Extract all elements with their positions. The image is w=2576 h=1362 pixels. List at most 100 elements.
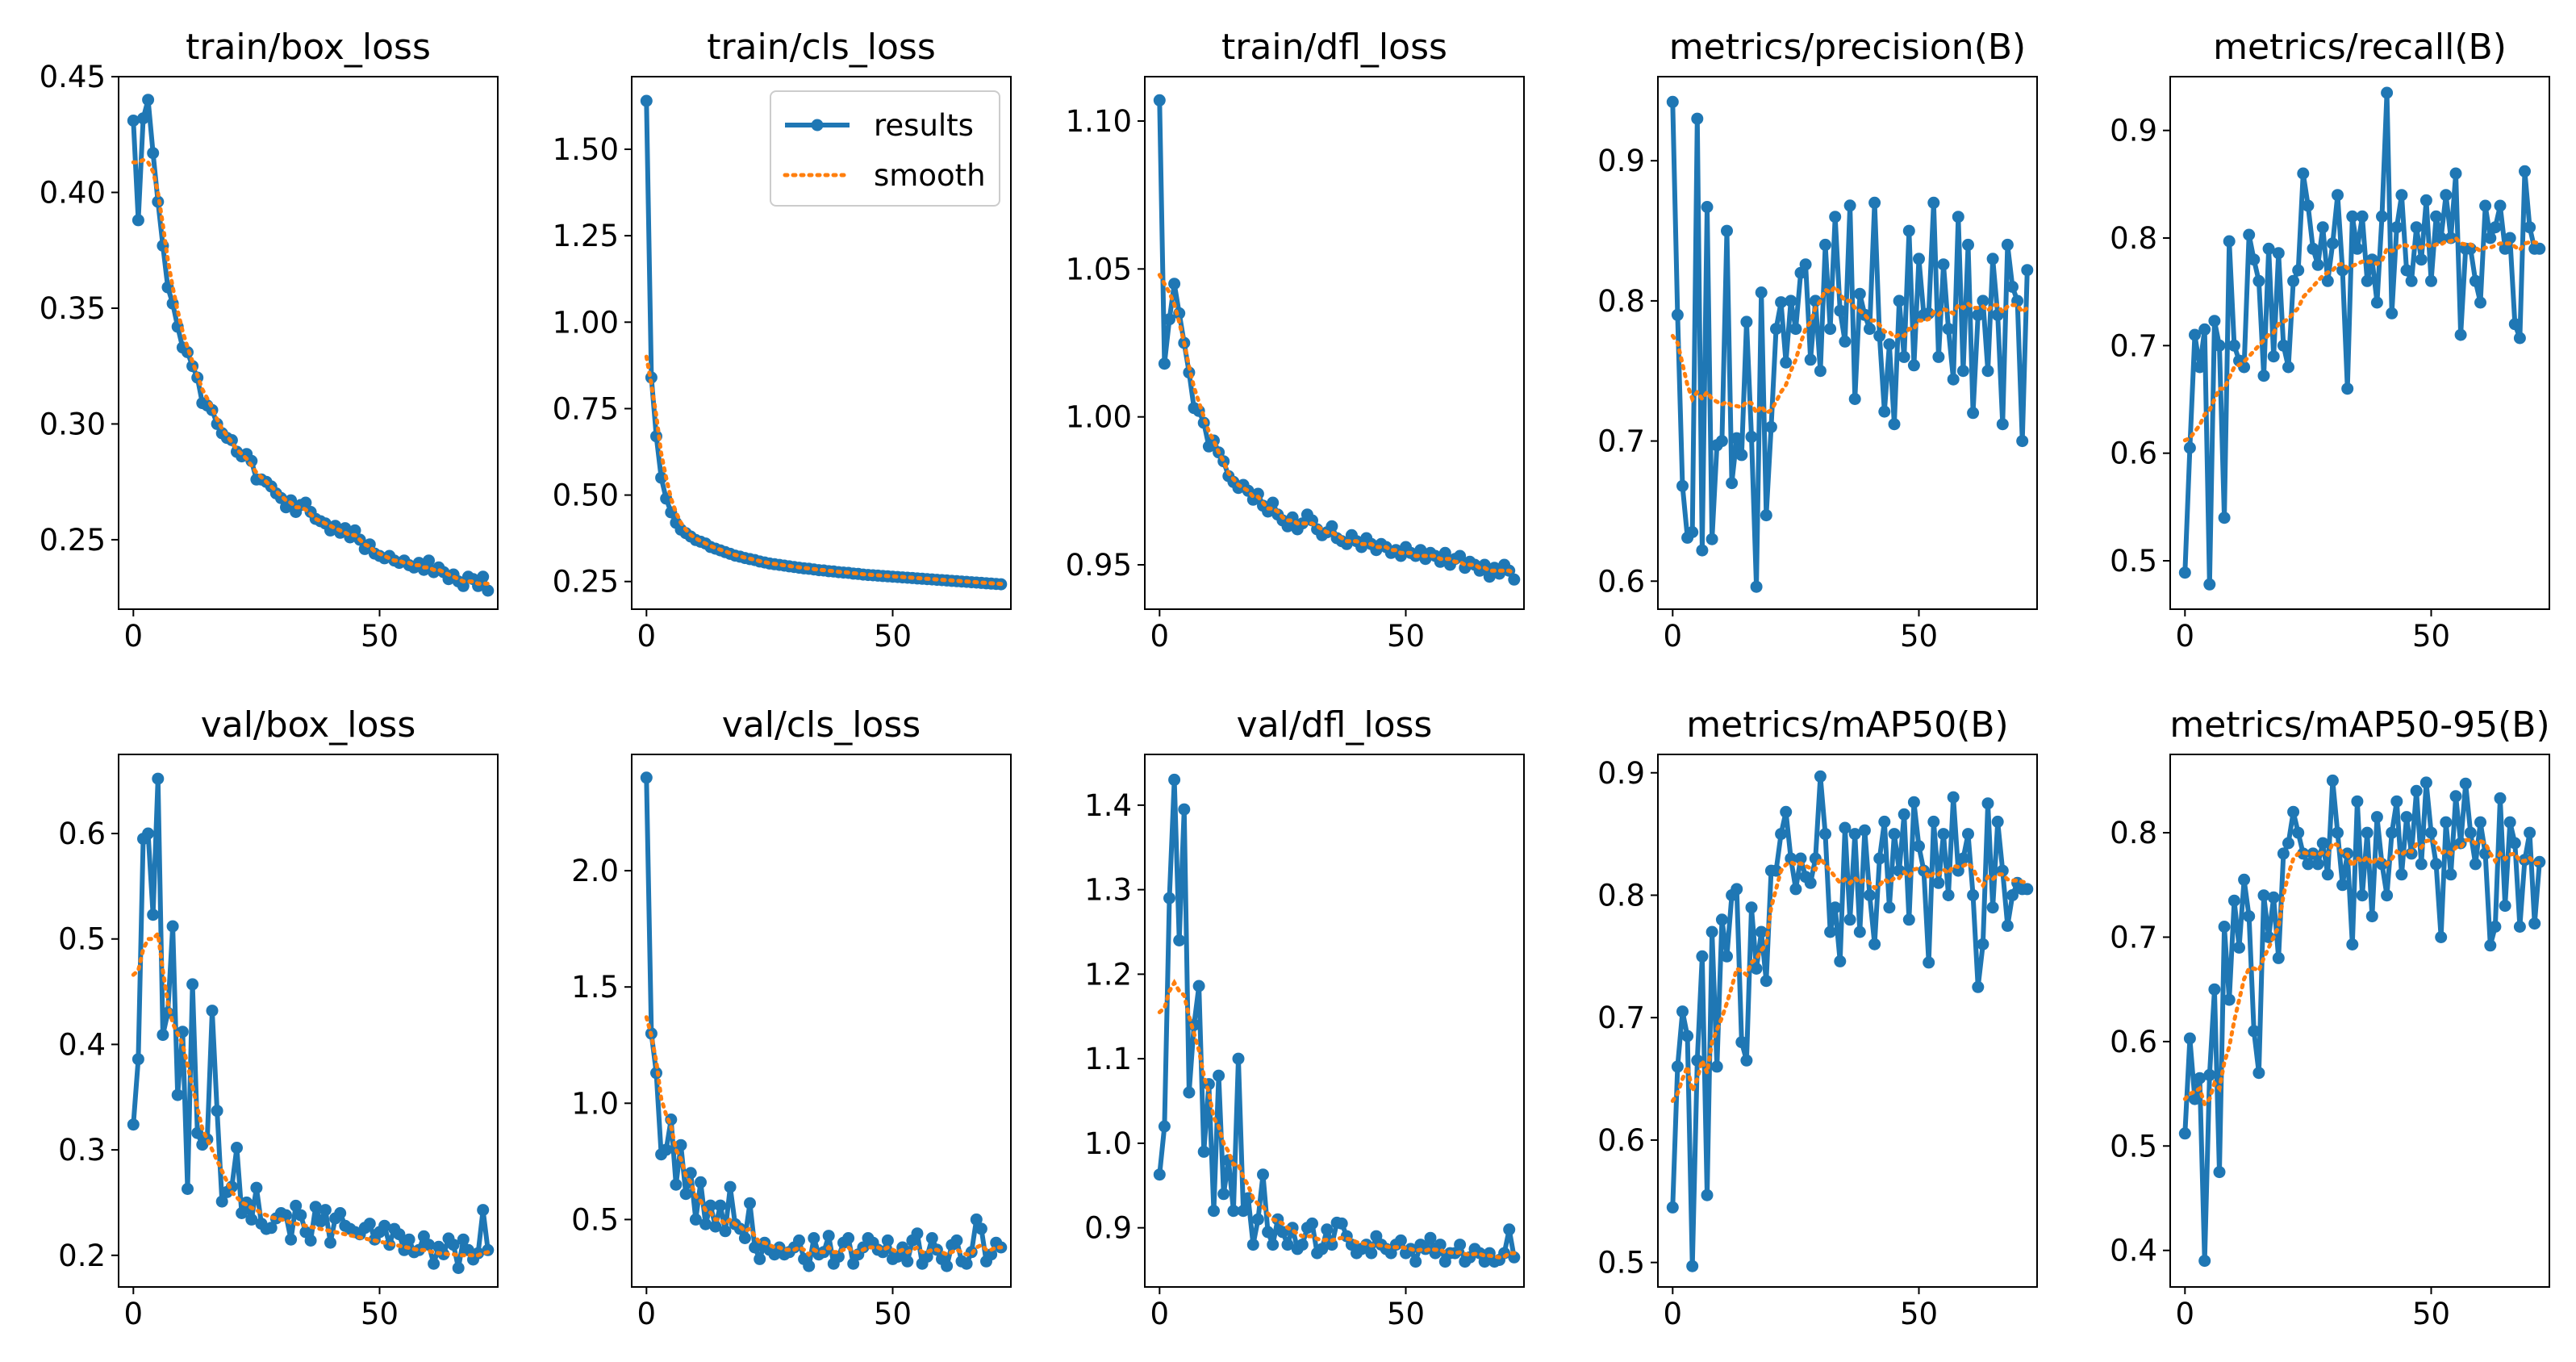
y-tick-label: 0.5 [58, 922, 106, 957]
results-point [2021, 264, 2034, 277]
results-point [2440, 816, 2453, 829]
y-tick-label: 0.5 [1597, 1246, 1645, 1281]
y-tick-label: 0.40 [40, 175, 106, 210]
results-point [1691, 112, 1704, 125]
results-point [709, 1220, 722, 1233]
results-point [2484, 939, 2497, 952]
results-point [2351, 795, 2364, 808]
results-point [452, 1262, 465, 1274]
results-point [2178, 1127, 2191, 1140]
results-point [2494, 199, 2507, 212]
results-point [1237, 1205, 1250, 1218]
x-tick-label: 50 [2412, 619, 2450, 654]
results-point [236, 1207, 248, 1219]
results-point [1438, 546, 1451, 559]
y-tick-label: 0.9 [1597, 144, 1645, 178]
plot-area [640, 771, 1008, 1272]
results-point [1666, 95, 1679, 108]
results-point [1326, 520, 1338, 533]
results-point [1755, 925, 1768, 938]
results-point [2519, 165, 2531, 178]
results-point [724, 1180, 737, 1193]
smooth-series-line [644, 354, 1004, 587]
y-tick-label: 0.30 [40, 407, 106, 441]
results-point [1824, 323, 1837, 336]
results-point [461, 1243, 474, 1256]
results-point [1735, 1036, 1748, 1049]
results-series-line [1670, 774, 2030, 1269]
results-point [1775, 828, 1788, 841]
results-point [2287, 274, 2300, 287]
results-series-line [1157, 98, 1517, 583]
results-point [2233, 941, 2245, 954]
results-point [1153, 94, 1166, 107]
results-point [1251, 487, 1264, 500]
x-tick-label: 0 [637, 1297, 657, 1331]
results-point [1883, 901, 1896, 914]
results-point [250, 1181, 263, 1194]
legend-results-label: results [874, 108, 974, 143]
results-point [1508, 573, 1521, 586]
results-point [1706, 925, 1718, 938]
results-point [640, 94, 653, 107]
results-point [314, 1215, 327, 1228]
results-point [1676, 479, 1689, 492]
results-point [2365, 910, 2378, 923]
results-point [2489, 921, 2502, 933]
results-point [2356, 889, 2369, 902]
smooth-series-line [644, 1015, 1004, 1258]
results-point [1977, 938, 1989, 950]
smooth-series-line [131, 157, 491, 586]
x-tick-label: 0 [1664, 1297, 1683, 1331]
results-series-line [2182, 90, 2542, 587]
y-tick-label: 0.75 [553, 391, 619, 426]
results-point [1296, 1239, 1309, 1251]
results-point [127, 1118, 140, 1131]
panel-title: metrics/mAP50-95(B) [2169, 704, 2549, 746]
results-point [2272, 247, 2285, 260]
results-point [689, 1213, 702, 1226]
x-tick-label: 50 [1387, 1297, 1425, 1331]
results-point [1927, 196, 1940, 209]
axes-frame [1144, 76, 1525, 610]
results-point [2508, 318, 2521, 331]
results-point [2277, 339, 2290, 352]
results-point [1848, 393, 1861, 405]
results-point [2508, 837, 2521, 850]
results-point [1740, 1054, 1753, 1067]
results-point [2262, 242, 2275, 255]
results-point [1780, 805, 1793, 818]
y-tick-label: 0.8 [2110, 816, 2157, 850]
results-point [2198, 323, 2211, 336]
results-point [1306, 1217, 1318, 1230]
results-point [2351, 242, 2364, 255]
axes-frame [2169, 754, 2550, 1288]
results-point [1163, 313, 1175, 326]
results-point [2321, 274, 2334, 287]
panel-title: train/cls_loss [707, 27, 936, 68]
x-tick-label: 0 [124, 1297, 144, 1331]
results-point [2316, 221, 2329, 234]
panel-title: metrics/mAP50(B) [1686, 704, 2008, 746]
results-point [285, 1233, 298, 1246]
results-point [1902, 913, 1915, 926]
results-point [2474, 816, 2486, 829]
results-point [1750, 963, 1763, 975]
axes-frame [118, 754, 499, 1288]
results-point [2484, 232, 2497, 244]
y-tick-label: 0.4 [58, 1027, 106, 1062]
results-point [1726, 477, 1739, 490]
results-point [1967, 889, 1980, 901]
results-point [941, 1260, 954, 1272]
results-point [1913, 253, 1925, 265]
results-point [2248, 1025, 2261, 1038]
results-point [1454, 1239, 1467, 1251]
y-tick-label: 0.25 [40, 523, 106, 558]
results-point [2390, 221, 2403, 234]
x-tick-label: 0 [1664, 619, 1683, 654]
results-point [2227, 339, 2240, 352]
plot-area [2178, 774, 2546, 1268]
results-point [1281, 1239, 1294, 1251]
results-point [2178, 566, 2191, 579]
